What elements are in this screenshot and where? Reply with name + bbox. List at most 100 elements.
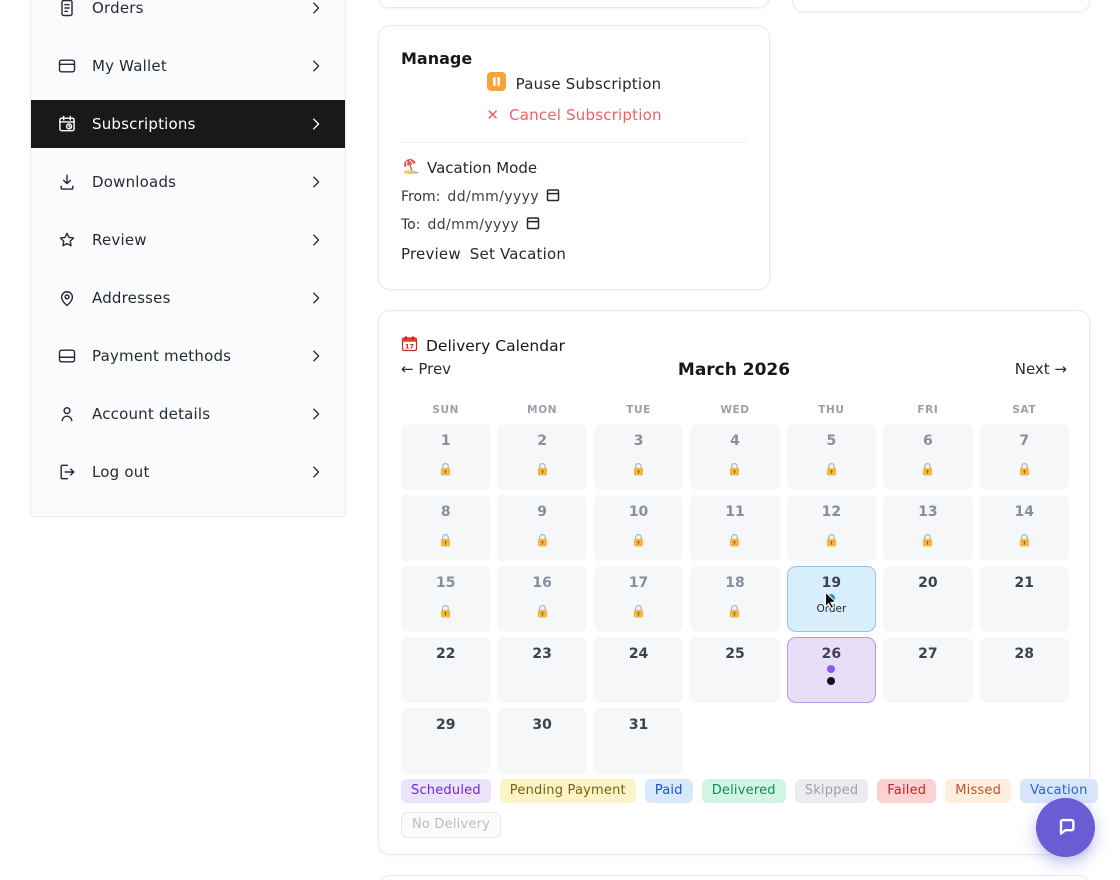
sidebar-item-my-wallet[interactable]: My Wallet — [31, 42, 345, 90]
calendar-day-24[interactable]: 24 — [593, 637, 684, 703]
sidebar-item-orders[interactable]: Orders — [31, 0, 345, 32]
pause-subscription-label: Pause Subscription — [515, 74, 662, 93]
day-number: 21 — [1014, 575, 1035, 591]
lock-icon — [441, 533, 451, 547]
status-dot — [827, 677, 836, 685]
day-number: 14 — [1014, 504, 1035, 520]
card-above-right-partial — [792, 0, 1090, 12]
dow-label: MON — [527, 404, 558, 416]
sidebar-item-label: Log out — [92, 463, 150, 481]
calendar-day-30[interactable]: 30 — [497, 708, 587, 774]
date-picker-icon[interactable] — [526, 215, 540, 234]
cancel-subscription-button[interactable]: ✕ Cancel Subscription — [486, 106, 661, 124]
delivery-calendar-title: Delivery Calendar — [426, 336, 565, 355]
calendar-day-25[interactable]: 25 — [690, 637, 780, 703]
sidebar-item-payment-methods[interactable]: Payment methods — [31, 332, 345, 380]
chat-bubble-icon — [1052, 813, 1079, 843]
beach-umbrella-icon — [401, 157, 419, 179]
sidebar-item-log-out[interactable]: Log out — [31, 448, 345, 496]
dow-label: WED — [720, 404, 750, 416]
calendar-day-31[interactable]: 31 — [593, 708, 684, 774]
order-status-dot — [827, 594, 836, 602]
sidebar-item-account-details[interactable]: Account details — [31, 390, 345, 438]
calendar-day-26[interactable]: 26 — [786, 637, 877, 703]
chevron-right-icon — [307, 0, 325, 17]
day-number: 20 — [918, 575, 938, 591]
vacation-to-row: To: — [401, 215, 566, 234]
lock-icon — [441, 604, 451, 618]
credit-card-icon — [57, 346, 77, 366]
preview-vacation-link[interactable]: Preview — [401, 245, 461, 263]
next-month-button[interactable]: Next → — [1014, 360, 1067, 378]
lock-icon — [1019, 533, 1029, 547]
calendar-day-19[interactable]: 19 Order — [786, 566, 877, 632]
vacation-to-date-input[interactable] — [427, 216, 520, 233]
prev-month-button[interactable]: ← Prev — [401, 360, 452, 378]
lock-icon — [441, 462, 451, 476]
lock-icon — [633, 462, 644, 476]
calendar-day-6: 6 — [883, 424, 973, 490]
chevron-right-icon — [307, 115, 325, 133]
day-number: 12 — [821, 504, 842, 520]
day-number: 5 — [826, 433, 837, 449]
calendar-day-3: 3 — [593, 424, 684, 490]
delivery-calendar-title-row: 17 Delivery Calendar — [401, 335, 565, 356]
day-number: 28 — [1014, 646, 1035, 662]
calendar-day-22[interactable]: 22 — [401, 637, 491, 703]
date-picker-icon[interactable] — [546, 187, 560, 206]
sidebar-item-review[interactable]: Review — [31, 216, 345, 264]
calendar-day-20[interactable]: 20 — [883, 566, 973, 632]
set-vacation-link[interactable]: Set Vacation — [469, 245, 567, 263]
lock-icon — [537, 533, 547, 547]
sidebar-item-addresses[interactable]: Addresses — [31, 274, 345, 322]
vacation-mode-label: Vacation Mode — [427, 159, 538, 177]
card-above-left-partial — [378, 0, 770, 8]
sidebar-item-downloads[interactable]: Downloads — [31, 158, 345, 206]
sidebar-item-label: Addresses — [92, 289, 171, 307]
chat-widget-button[interactable] — [1036, 798, 1095, 857]
calendar-nav: ← Prev March 2026 Next → — [401, 360, 1067, 382]
pause-subscription-button[interactable]: Pause Subscription — [486, 72, 662, 95]
lock-icon — [923, 533, 933, 547]
lock-icon — [923, 462, 933, 476]
calendar-day-7: 7 — [979, 424, 1069, 490]
vacation-mode-title-row: Vacation Mode — [401, 158, 566, 178]
calendar-day-5: 5 — [786, 424, 877, 490]
sidebar-item-label: Account details — [92, 405, 211, 423]
day-number: 29 — [435, 717, 456, 733]
dow-label: TUE — [626, 404, 651, 416]
legend-scheduled: Scheduled — [401, 779, 491, 803]
month-title: March 2026 — [677, 360, 791, 380]
map-pin-icon — [57, 288, 77, 308]
day-number: 6 — [922, 433, 933, 449]
calendar-day-21[interactable]: 21 — [979, 566, 1069, 632]
chevron-right-icon — [307, 289, 325, 307]
sidebar-item-label: Payment methods — [92, 347, 232, 365]
calendar-day-18: 18 — [690, 566, 780, 632]
day-number: 18 — [725, 575, 745, 591]
vacation-from-date-input[interactable] — [447, 188, 540, 205]
manage-card: Manage Pause Subscription ✕ Cancel Subsc… — [378, 25, 770, 290]
sidebar-item-label: Subscriptions — [92, 115, 196, 133]
calendar-day-29[interactable]: 29 — [401, 708, 491, 774]
cancel-subscription-label: Cancel Subscription — [509, 106, 662, 124]
sidebar-item-subscriptions[interactable]: Subscriptions — [31, 100, 345, 148]
divider — [401, 142, 747, 143]
star-icon — [57, 230, 77, 250]
day-number: 9 — [537, 504, 547, 520]
lock-icon — [633, 604, 644, 618]
calendar-day-28[interactable]: 28 — [979, 637, 1069, 703]
dow-label: SAT — [1012, 404, 1037, 416]
chevron-right-icon — [307, 173, 325, 191]
lock-icon — [730, 604, 740, 618]
calendar-icon: 17 — [401, 335, 418, 356]
calendar-day-17: 17 — [593, 566, 684, 632]
day-number: 15 — [435, 575, 456, 591]
calendar-day-23[interactable]: 23 — [497, 637, 587, 703]
calendar-day-27[interactable]: 27 — [883, 637, 973, 703]
pause-icon — [486, 72, 506, 95]
calendar-day-8: 8 — [401, 495, 491, 561]
legend-paid: Paid — [644, 779, 693, 803]
dow-label: THU — [818, 404, 845, 416]
day-number: 19 — [821, 575, 842, 591]
